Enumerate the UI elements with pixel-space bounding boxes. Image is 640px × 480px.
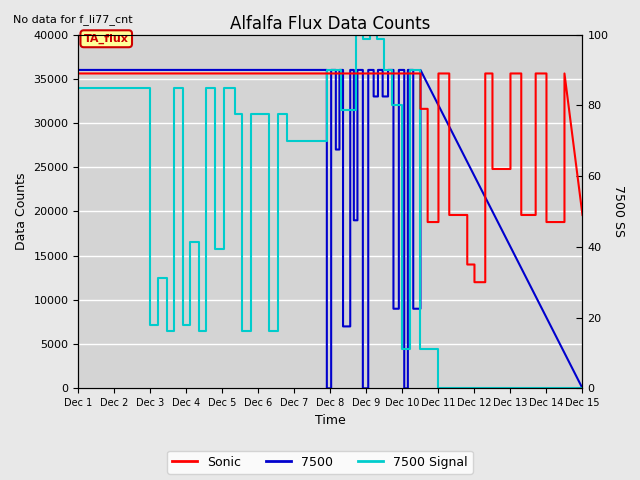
Text: TA_flux: TA_flux: [84, 34, 129, 44]
Text: No data for f_li77_cnt: No data for f_li77_cnt: [13, 14, 132, 25]
Y-axis label: 7500 SS: 7500 SS: [612, 185, 625, 238]
Title: Alfalfa Flux Data Counts: Alfalfa Flux Data Counts: [230, 15, 431, 33]
X-axis label: Time: Time: [315, 414, 346, 427]
Legend: Sonic, 7500, 7500 Signal: Sonic, 7500, 7500 Signal: [167, 451, 473, 474]
Y-axis label: Data Counts: Data Counts: [15, 173, 28, 250]
